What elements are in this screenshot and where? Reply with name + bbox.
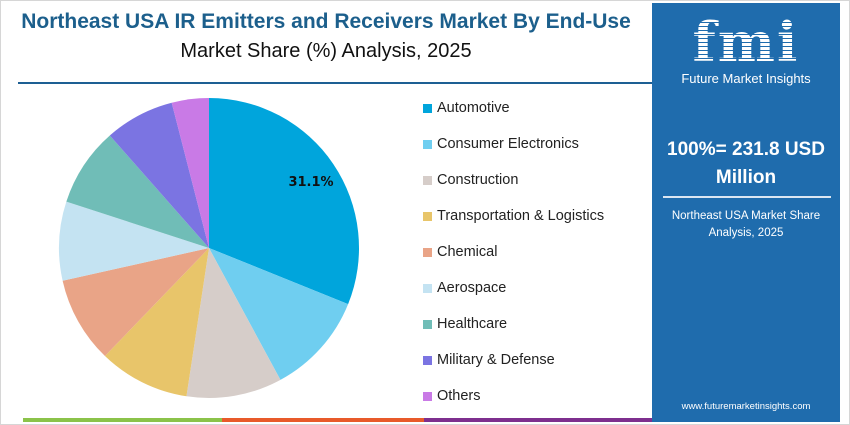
legend-label: Aerospace [437,280,507,296]
chart-title: Northeast USA IR Emitters and Receivers … [21,10,631,33]
pie-slice-aerospace [59,201,210,281]
legend-item: Healthcare [423,314,507,334]
logo-mark: fmi [652,15,840,69]
legend-swatch [423,175,432,185]
legend-swatch [423,247,432,257]
logo-subtitle: Future Market Insights [681,71,811,86]
legend-label: Construction [437,172,519,188]
pie-chart: 31.1% [59,98,359,398]
legend-label: Automotive [437,100,510,116]
pie-slice-chemical [62,248,209,357]
footer-bar-orange [222,418,424,422]
website-link[interactable]: www.futuremarketinsights.com [681,401,811,412]
legend-swatch [423,355,432,365]
legend-item: Military & Defense [423,350,555,370]
info-panel: fmi Future Market Insights 100%= 231.8 U… [652,3,840,422]
pie-slice-transportation-logistics [104,248,209,397]
fmi-logo: fmi Future Market Insights [652,15,840,86]
pie-slice-others [171,98,209,248]
legend-item: Transportation & Logistics [423,206,604,226]
pie-slice-automotive [209,98,359,305]
pie-slice-construction [186,248,281,398]
legend-label: Chemical [437,244,498,260]
legend-item: Automotive [423,98,510,118]
footer-bar-green [23,418,222,422]
legend-label: Healthcare [437,316,508,332]
market-total: 100%= 231.8 USD Million [667,139,825,188]
legend-item: Chemical [423,242,497,262]
legend-swatch [423,319,432,329]
legend-label: Others [437,388,481,404]
title-divider [18,82,652,84]
legend-swatch [423,139,432,149]
legend-label: Transportation & Logistics [437,208,605,224]
legend-label: Consumer Electronics [437,136,579,152]
legend-swatch [423,103,432,113]
legend-swatch [423,391,432,401]
pie-slice-military-defense [109,102,209,248]
legend-label: Military & Defense [437,352,555,368]
panel-caption: Northeast USA Market Share Analysis, 202… [671,210,821,239]
pie-slice-healthcare [66,135,209,248]
footer-bar-purple [424,418,652,422]
legend-swatch [423,283,432,293]
pie-slice-consumer-electronics [209,248,349,380]
legend-item: Others [423,386,481,406]
chart-subtitle: Market Share (%) Analysis, 2025 [180,40,472,62]
legend-item: Consumer Electronics [423,134,579,154]
data-label-automotive: 31.1% [288,175,333,190]
panel-divider [663,196,831,198]
legend-item: Construction [423,170,518,190]
legend-swatch [423,211,432,221]
legend-item: Aerospace [423,278,506,298]
